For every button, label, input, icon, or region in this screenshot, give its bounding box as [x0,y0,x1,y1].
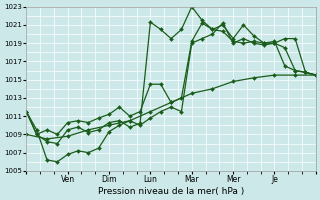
X-axis label: Pression niveau de la mer( hPa ): Pression niveau de la mer( hPa ) [98,187,244,196]
